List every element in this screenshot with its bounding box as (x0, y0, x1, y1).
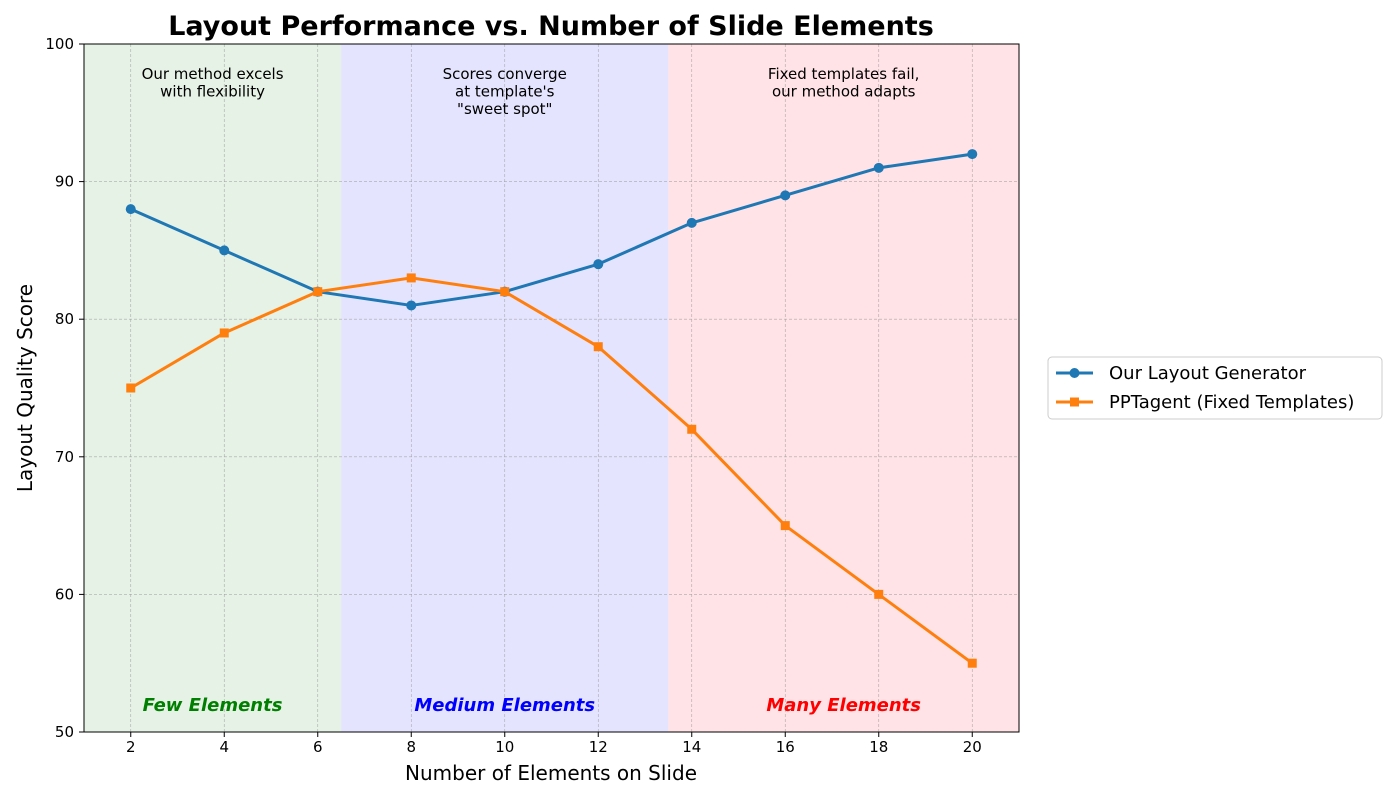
y-tick-label-4: 90 (55, 173, 74, 191)
series-1-point-1 (219, 328, 229, 338)
series-line-0 (130, 152, 973, 307)
region-annotation-0-0: Our method excels (142, 65, 284, 83)
y-tick-label-0: 50 (55, 723, 74, 741)
legend-box (1047, 356, 1383, 420)
y-axis-label: Layout Quality Score (13, 284, 37, 492)
series-0-point-7 (780, 190, 791, 201)
legend-entry-1: PPTagent (Fixed Templates) (1109, 392, 1354, 413)
x-tick-label-9: 20 (963, 738, 982, 756)
y-tick-label-3: 80 (55, 310, 74, 328)
y-tick-label-1: 60 (55, 585, 74, 603)
plot-area-frame (83, 43, 1020, 733)
region-label-2: Many Elements (766, 695, 921, 716)
series-1-point-7 (780, 521, 790, 531)
series-0-point-3 (406, 300, 417, 311)
x-tick-label-8: 18 (869, 738, 888, 756)
region-band-0 (84, 44, 342, 732)
series-0-point-5 (593, 259, 604, 270)
region-annotation-1-2: "sweet spot" (457, 100, 552, 118)
region-annotation-0-1: with flexibility (160, 83, 265, 101)
series-1-point-3 (406, 273, 416, 283)
x-axis-label: Number of Elements on Slide (405, 761, 697, 785)
x-tick-label-3: 8 (406, 738, 416, 756)
x-tick-label-2: 6 (313, 738, 323, 756)
series-0-point-8 (873, 162, 884, 173)
region-band-2 (668, 44, 1019, 732)
series-line-1 (129, 276, 974, 665)
series-0-point-6 (686, 217, 697, 228)
series-1-point-4 (500, 287, 510, 297)
y-tick-label-5: 100 (45, 35, 74, 53)
series-0-point-0 (125, 204, 136, 215)
region-label-0: Few Elements (143, 695, 283, 716)
chart-title: Layout Performance vs. Number of Slide E… (168, 11, 934, 42)
region-band-1 (341, 44, 669, 732)
legend-swatch-marker-1 (1070, 397, 1079, 407)
region-annotation-1-0: Scores converge (443, 65, 567, 83)
x-tick-label-7: 16 (776, 738, 795, 756)
series-1-point-9 (967, 658, 977, 668)
region-annotation-2-0: Fixed templates fail, (768, 65, 920, 83)
series-1-point-5 (593, 342, 603, 352)
region-label-1: Medium Elements (414, 695, 595, 716)
legend: Our Layout Generator PPTagent (Fixed Temp… (1047, 356, 1383, 420)
x-tick-label-0: 2 (126, 738, 136, 756)
series-1-point-0 (126, 383, 136, 393)
series-1-point-6 (687, 424, 697, 434)
legend-entry-0: Our Layout Generator (1109, 363, 1307, 384)
region-annotation-2-1: our method adapts (772, 83, 916, 101)
series-1-point-8 (874, 589, 884, 599)
series-1-point-2 (313, 287, 323, 297)
x-tick-label-5: 12 (589, 738, 608, 756)
series-0-point-9 (967, 149, 978, 160)
x-tick-label-4: 10 (495, 738, 514, 756)
legend-swatch-marker-0 (1069, 368, 1080, 378)
y-tick-label-2: 70 (55, 448, 74, 466)
region-annotation-1-1: at template's (455, 83, 555, 101)
x-tick-label-6: 14 (682, 738, 701, 756)
series-0-point-1 (219, 245, 230, 256)
x-tick-label-1: 4 (219, 738, 229, 756)
